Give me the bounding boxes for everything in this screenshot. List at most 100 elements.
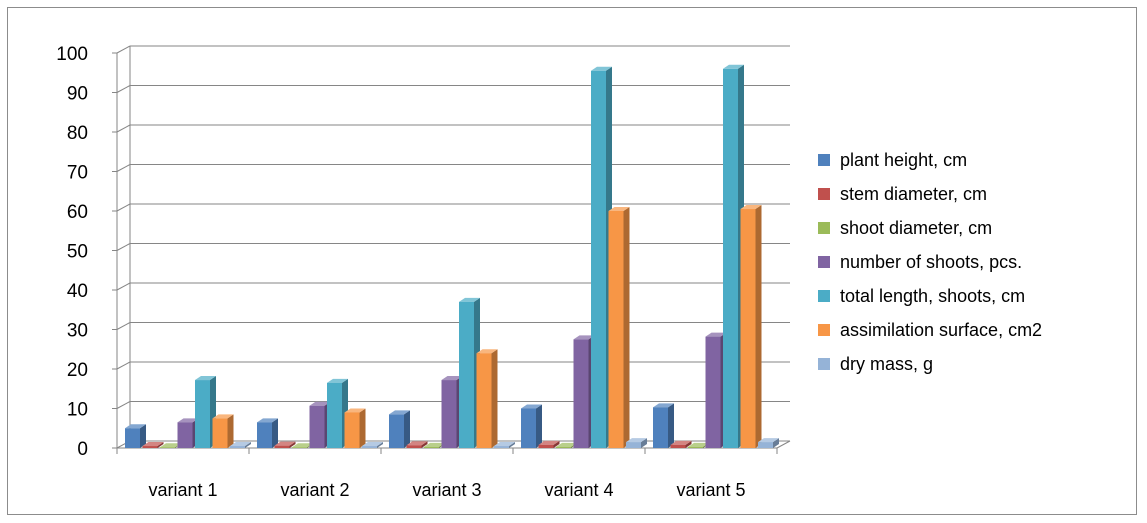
gridline-side (116, 203, 131, 212)
bar (195, 380, 210, 448)
bar (142, 446, 158, 448)
y-tick-label: 90 (67, 84, 88, 105)
bar (424, 446, 439, 448)
bar (212, 418, 228, 448)
bar-top (705, 332, 727, 337)
legend-swatch (818, 154, 830, 166)
x-tick-label: variant 4 (544, 480, 613, 500)
legend-label: stem diameter, cm (840, 184, 987, 204)
bar-side (491, 349, 498, 448)
bar-top (362, 442, 383, 447)
y-tick-label: 30 (67, 321, 88, 342)
bar-side (623, 207, 630, 448)
bar (556, 446, 571, 448)
bar-side (641, 438, 647, 448)
bar-top (195, 376, 216, 381)
gridline-side (116, 45, 131, 54)
bar-top (327, 378, 348, 383)
legend-swatch (818, 256, 830, 268)
bar-side (553, 440, 560, 448)
bar (160, 447, 175, 448)
bar-side (668, 403, 674, 448)
bar-top (230, 442, 251, 447)
bar-side (157, 442, 164, 448)
bar (362, 446, 377, 448)
bar-side (509, 442, 515, 448)
bar-top (459, 297, 480, 302)
bar (626, 442, 641, 448)
floor-edge (776, 440, 791, 449)
bar-side (289, 441, 296, 448)
y-tick-label: 40 (67, 281, 88, 302)
y-tick-label: 60 (67, 202, 88, 223)
bar-top (389, 410, 410, 415)
bar (177, 422, 193, 448)
bar-side (227, 414, 234, 448)
bar (441, 380, 457, 448)
x-tick-label: variant 3 (412, 480, 481, 500)
bar (344, 412, 360, 448)
bar (230, 446, 245, 448)
bar-top (573, 335, 595, 340)
bar-side (773, 438, 779, 448)
bar-side (377, 442, 383, 448)
bar-side (404, 410, 410, 448)
bar (274, 445, 290, 448)
bar-top (688, 442, 709, 447)
bar-top (309, 401, 331, 406)
bar (125, 428, 140, 448)
legend-label: total length, shoots, cm (840, 286, 1025, 306)
gridline-side (116, 164, 131, 172)
bar-top (556, 442, 577, 447)
bar-top (406, 441, 428, 446)
gridline-side (116, 85, 131, 93)
bar (309, 405, 325, 448)
bar-side (272, 418, 278, 448)
legend-swatch (818, 222, 830, 234)
bar-top (274, 441, 296, 446)
gridline-side (116, 401, 131, 409)
bar (538, 444, 554, 448)
bar-top (653, 403, 674, 408)
bar-side (755, 205, 762, 448)
y-tick-label: 100 (56, 44, 88, 65)
bar-top (257, 418, 278, 423)
legend-label: shoot diameter, cm (840, 218, 992, 238)
y-tick-label: 50 (67, 242, 88, 263)
bar-top (292, 443, 313, 448)
bar-top (212, 414, 234, 419)
gridline-side (116, 124, 131, 133)
bar-top (626, 438, 647, 443)
x-tick-label: variant 1 (148, 480, 217, 500)
bar (521, 408, 536, 448)
bar-top (476, 349, 498, 354)
legend-swatch (818, 290, 830, 302)
bar-top (740, 205, 762, 210)
bar-side (685, 440, 692, 448)
gridline-side (116, 322, 131, 330)
bar (573, 339, 589, 448)
bar-top (670, 440, 692, 445)
legend-swatch (818, 188, 830, 200)
bar (705, 336, 721, 448)
gridline-side (116, 282, 131, 291)
bar-top (160, 443, 181, 448)
bar (740, 209, 756, 448)
y-tick-label: 10 (67, 400, 88, 421)
bar (723, 68, 738, 449)
bar-top (608, 207, 630, 211)
bar-top (758, 438, 779, 443)
bar-top (521, 404, 542, 409)
bar (327, 382, 342, 448)
bar (257, 422, 272, 448)
bar-top (424, 442, 445, 447)
bar (406, 445, 422, 448)
bar (292, 447, 307, 448)
legend-swatch (818, 358, 830, 370)
bar-top (723, 64, 744, 69)
bar-top (177, 418, 199, 423)
legend-label: dry mass, g (840, 354, 933, 374)
bar-top (494, 442, 515, 447)
legend-label: plant height, cm (840, 150, 967, 170)
